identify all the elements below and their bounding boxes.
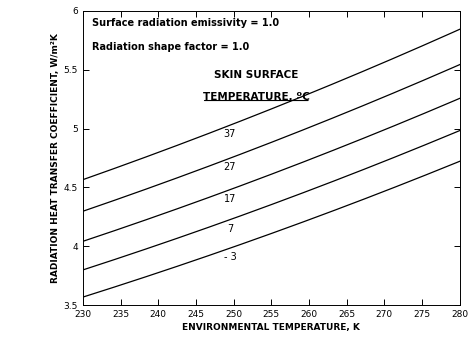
Text: Surface radiation emissivity = 1.0: Surface radiation emissivity = 1.0 [92, 18, 280, 28]
Text: SKIN SURFACE: SKIN SURFACE [214, 70, 299, 80]
Text: TEMPERATURE, ºC: TEMPERATURE, ºC [203, 92, 310, 102]
Text: 7: 7 [227, 224, 233, 234]
Y-axis label: RADIATION HEAT TRANSFER COEFFICIENT, W/m²K: RADIATION HEAT TRANSFER COEFFICIENT, W/m… [51, 33, 60, 283]
Text: 37: 37 [224, 129, 236, 140]
Text: - 3: - 3 [224, 252, 236, 262]
Text: Radiation shape factor = 1.0: Radiation shape factor = 1.0 [92, 42, 250, 51]
X-axis label: ENVIRONMENTAL TEMPERATURE, K: ENVIRONMENTAL TEMPERATURE, K [182, 323, 360, 332]
Text: 27: 27 [224, 162, 236, 173]
Text: 17: 17 [224, 194, 236, 204]
